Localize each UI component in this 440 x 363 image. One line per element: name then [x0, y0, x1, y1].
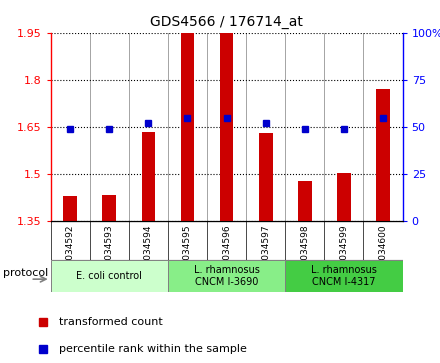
Text: GSM1034597: GSM1034597 — [261, 224, 270, 285]
Text: GSM1034598: GSM1034598 — [301, 224, 309, 285]
Title: GDS4566 / 176714_at: GDS4566 / 176714_at — [150, 15, 303, 29]
Bar — [220, 33, 234, 221]
Text: GSM1034600: GSM1034600 — [378, 224, 388, 285]
Bar — [259, 133, 272, 221]
Bar — [337, 173, 351, 221]
Bar — [168, 260, 285, 292]
Bar — [142, 132, 155, 221]
Bar — [376, 89, 390, 221]
Bar — [285, 260, 403, 292]
Bar — [298, 180, 312, 221]
Bar — [51, 260, 168, 292]
Text: L. rhamnosus
CNCM I-4317: L. rhamnosus CNCM I-4317 — [311, 265, 377, 287]
Text: percentile rank within the sample: percentile rank within the sample — [59, 344, 246, 354]
Text: GSM1034593: GSM1034593 — [105, 224, 114, 285]
Text: L. rhamnosus
CNCM I-3690: L. rhamnosus CNCM I-3690 — [194, 265, 260, 287]
Text: protocol: protocol — [3, 268, 48, 278]
Bar — [103, 195, 116, 221]
Text: transformed count: transformed count — [59, 317, 162, 327]
Text: GSM1034596: GSM1034596 — [222, 224, 231, 285]
Text: GSM1034599: GSM1034599 — [339, 224, 348, 285]
Text: GSM1034594: GSM1034594 — [144, 224, 153, 285]
Bar — [63, 196, 77, 221]
Bar — [181, 33, 194, 221]
Text: GSM1034592: GSM1034592 — [66, 224, 75, 285]
Text: GSM1034595: GSM1034595 — [183, 224, 192, 285]
Text: E. coli control: E. coli control — [76, 271, 142, 281]
